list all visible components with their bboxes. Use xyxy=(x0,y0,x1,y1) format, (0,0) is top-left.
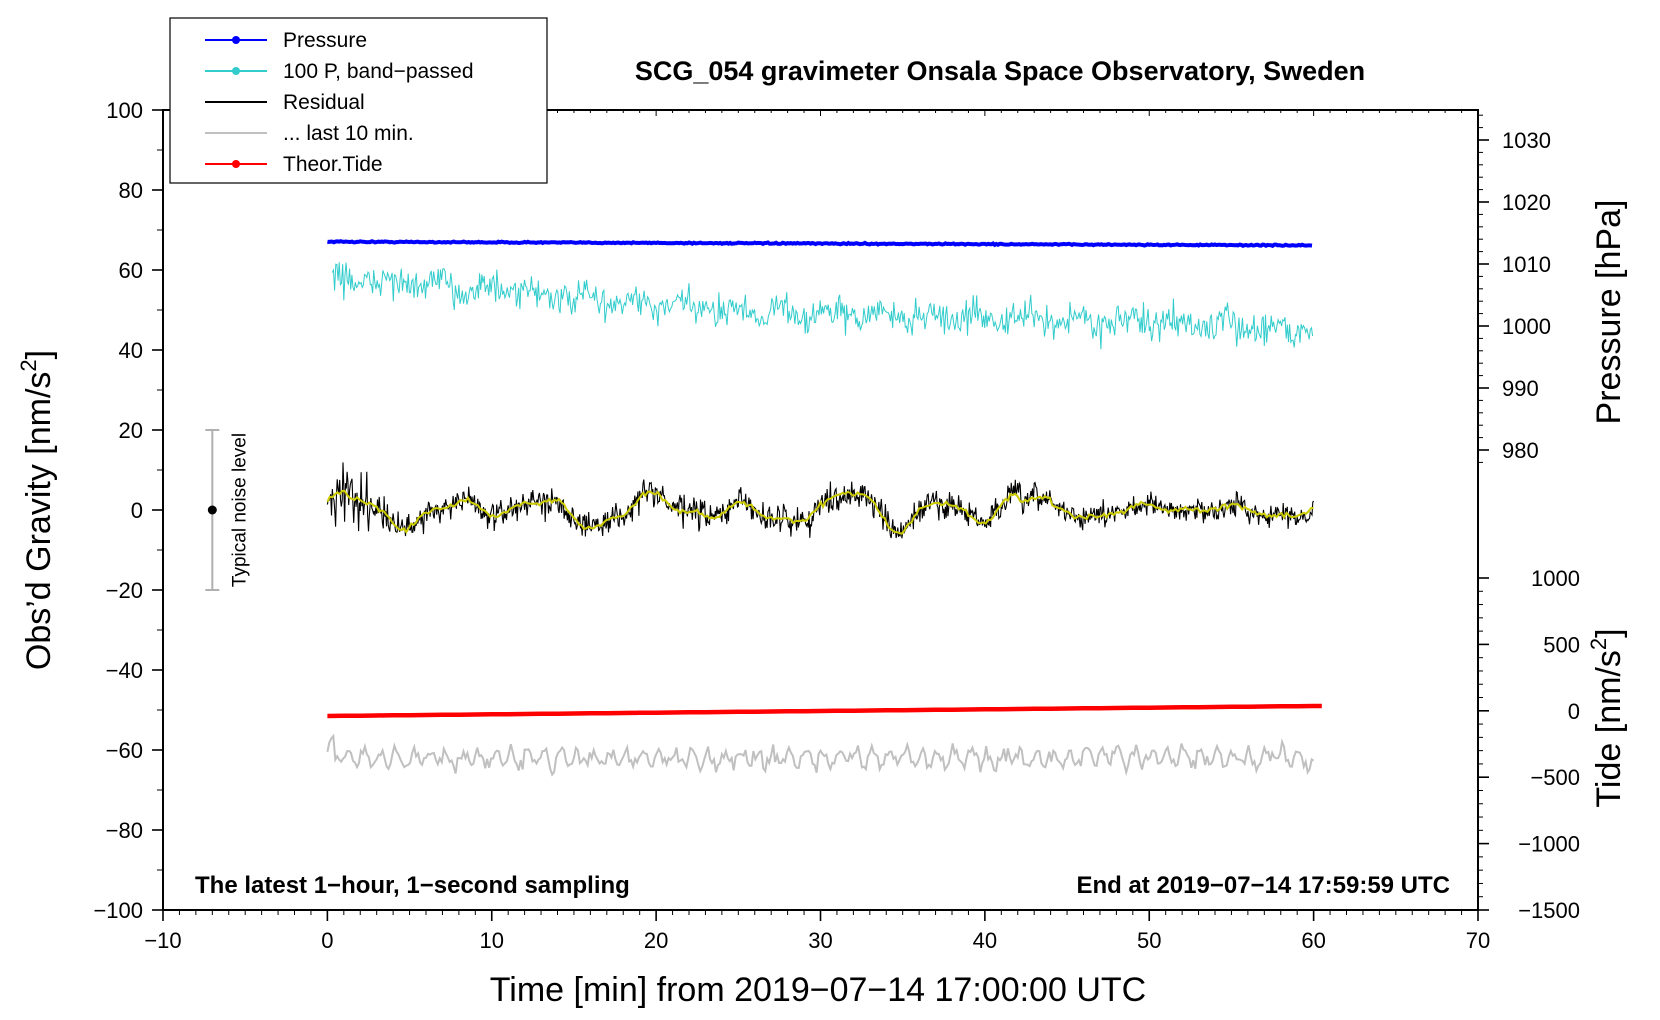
chart-title: SCG_054 gravimeter Onsala Space Observat… xyxy=(635,56,1365,86)
noise-bar: Typical noise level xyxy=(205,429,250,591)
x-tick-label: 0 xyxy=(321,928,333,953)
legend-swatch-marker xyxy=(232,67,240,75)
series-smoothed-residual xyxy=(326,489,1314,535)
x-tick-label: 10 xyxy=(480,928,504,953)
legend-label: Theor.Tide xyxy=(283,153,383,176)
y-tick-label: 20 xyxy=(119,418,143,443)
y-tick-label: −20 xyxy=(106,578,143,603)
x-tick-label: −10 xyxy=(144,928,181,953)
y-tick-label: −100 xyxy=(93,898,143,923)
y-axis-label-main: Obs’d Gravity [nm/s xyxy=(20,372,58,671)
x-tick-label: 40 xyxy=(973,928,997,953)
legend-label: 100 P, band−passed xyxy=(283,60,474,83)
noise-bar-center xyxy=(207,505,217,515)
x-tick-label: 50 xyxy=(1137,928,1161,953)
series-theoretical-tide xyxy=(327,703,1322,719)
y-tick-label: 60 xyxy=(119,258,143,283)
legend-item: Residual xyxy=(205,91,365,114)
x-tick-label: 70 xyxy=(1466,928,1490,953)
tide-axis-label: Tide [nm/s2] xyxy=(1586,628,1628,807)
tide-tick-label: 1000 xyxy=(1531,566,1580,591)
y-axis: −100 −80 −60 −40 −20 0 20 40 60 80 100 xyxy=(93,98,163,923)
tide-axis-label-sup: 2 xyxy=(1586,638,1611,650)
series-pressure xyxy=(327,239,1313,249)
y-tick-label: −60 xyxy=(106,738,143,763)
sampling-note: The latest 1−hour, 1−second sampling xyxy=(195,872,630,899)
y-tick-label: 80 xyxy=(119,178,143,203)
pressure-axis: 980 990 1000 1010 1020 1030 xyxy=(1478,114,1551,463)
tide-tick-label: −1500 xyxy=(1518,898,1580,923)
tide-axis-label-end: ] xyxy=(1590,628,1628,637)
x-tick-label: 20 xyxy=(644,928,668,953)
legend-swatch-marker xyxy=(232,36,240,44)
tide-tick-label: −500 xyxy=(1530,765,1580,790)
y-tick-label: 100 xyxy=(106,98,143,123)
y-tick-label: −40 xyxy=(106,658,143,683)
legend-items: Pressure 100 P, band−passed Residual ... la… xyxy=(205,29,474,176)
pressure-tick-label: 1010 xyxy=(1502,252,1551,277)
y-axis-label-end: ] xyxy=(20,350,58,359)
y-axis-label-sup: 2 xyxy=(16,359,41,371)
tide-tick-label: 500 xyxy=(1543,632,1580,657)
end-time-note: End at 2019−07−14 17:59:59 UTC xyxy=(1076,872,1450,899)
legend-label: Pressure xyxy=(283,29,367,52)
y-axis-label: Obs’d Gravity [nm/s2] xyxy=(16,350,58,670)
y-tick-label: 40 xyxy=(119,338,143,363)
legend-item: Pressure xyxy=(205,29,367,52)
tide-tick-label: 0 xyxy=(1568,699,1580,724)
x-axis-label: Time [min] from 2019−07−14 17:00:00 UTC xyxy=(490,971,1146,1009)
tide-axis: −1500 −1000 −500 0 500 1000 xyxy=(1478,566,1580,923)
legend-item: ... last 10 min. xyxy=(205,122,414,145)
pressure-tick-label: 1000 xyxy=(1502,314,1551,339)
y-tick-label: 0 xyxy=(131,498,143,523)
pressure-tick-label: 980 xyxy=(1502,438,1539,463)
pressure-tick-label: 990 xyxy=(1502,376,1539,401)
legend-label: ... last 10 min. xyxy=(283,122,414,145)
legend-item: 100 P, band−passed xyxy=(205,60,474,83)
legend-swatch-marker xyxy=(232,160,240,168)
legend-label: Residual xyxy=(283,91,365,114)
legend: Pressure 100 P, band−passed Residual ... la… xyxy=(169,17,548,184)
x-tick-label: 30 xyxy=(808,928,832,953)
noise-bar-label: Typical noise level xyxy=(229,433,250,587)
legend-item: Theor.Tide xyxy=(205,153,383,176)
pressure-axis-label: Pressure [hPa] xyxy=(1590,200,1628,425)
y-tick-label: −80 xyxy=(106,818,143,843)
series-layer xyxy=(326,239,1322,777)
pressure-tick-label: 1030 xyxy=(1502,128,1551,153)
pressure-tick-label: 1020 xyxy=(1502,190,1551,215)
x-axis: −10 0 10 20 30 40 50 60 70 xyxy=(144,110,1490,953)
x-tick-label: 60 xyxy=(1301,928,1325,953)
series-last-10-min xyxy=(326,733,1315,777)
series-band-passed-pressure xyxy=(331,262,1314,350)
tide-tick-label: −1000 xyxy=(1518,832,1580,857)
legend-box xyxy=(169,17,548,184)
tide-axis-label-main: Tide [nm/s xyxy=(1590,650,1628,807)
